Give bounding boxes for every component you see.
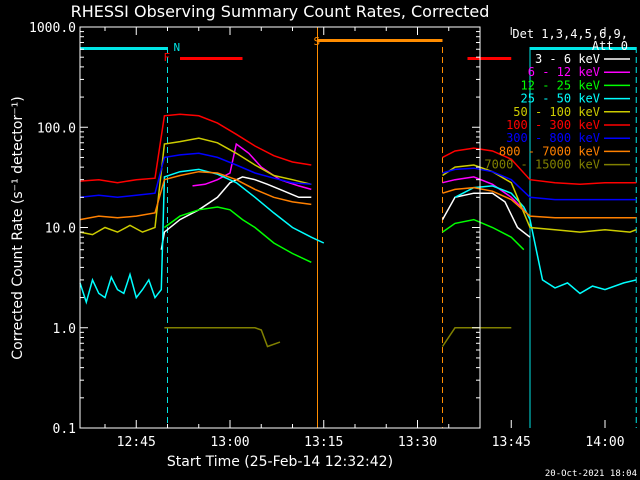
marker-label-f: F — [164, 51, 171, 64]
x-tick-label: 13:00 — [210, 435, 249, 450]
marker-label-n: N — [174, 41, 181, 54]
series-line-7 — [79, 170, 637, 221]
series-line-4 — [79, 137, 637, 236]
series-line-6 — [79, 152, 637, 201]
y-tick-label: 1000.0 — [29, 21, 76, 36]
y-tick-label: 100.0 — [37, 121, 76, 136]
flare2-bar — [467, 57, 512, 60]
series-line-1 — [192, 142, 525, 211]
night2-bar — [530, 47, 637, 50]
series-line-2 — [163, 206, 525, 263]
legend-entry: 7000 - 15000 keV — [484, 158, 600, 172]
legend-header: Att 0 — [592, 39, 628, 53]
legend-entry: 6 - 12 keV — [528, 65, 600, 79]
legend-entry: 50 - 100 keV — [513, 105, 600, 119]
y-tick-label: 10.0 — [45, 222, 76, 237]
y-axis-label: Corrected Count Rate (s⁻¹ detector⁻¹) — [10, 96, 26, 359]
series-line-5 — [79, 113, 637, 186]
y-tick-label: 1.0 — [53, 322, 76, 337]
legend-header: Det 1,3,4,5,6,9, — [512, 27, 628, 41]
y-tick-label: 0.1 — [53, 422, 76, 437]
legend-entry: 100 - 300 keV — [506, 118, 600, 132]
x-tick-label: 14:00 — [585, 435, 624, 450]
legend-entry: 12 - 25 keV — [521, 78, 600, 92]
plot-area: NF S — [79, 27, 637, 428]
x-tick-label: 13:15 — [304, 435, 343, 450]
legend-entry: 300 - 800 keV — [506, 131, 600, 145]
legend-entry: 3 - 6 keV — [535, 52, 600, 66]
series-line-3 — [79, 168, 637, 305]
chart-title: RHESSI Observing Summary Count Rates, Co… — [71, 2, 490, 21]
saa-bar — [317, 39, 443, 42]
x-tick-label: 12:45 — [117, 435, 156, 450]
legend-entry: 25 - 50 keV — [521, 92, 600, 106]
x-tick-label: 13:45 — [492, 435, 531, 450]
x-tick-label: 13:30 — [398, 435, 437, 450]
legend-entry: 800 - 7000 keV — [499, 144, 600, 158]
marker-label-s: S — [314, 35, 321, 48]
x-axis-label: Start Time (25-Feb-14 12:32:42) — [167, 454, 393, 470]
night-bar — [80, 47, 168, 50]
flare-bar — [180, 57, 243, 60]
timestamp: 20-Oct-2021 18:04 — [545, 469, 637, 479]
